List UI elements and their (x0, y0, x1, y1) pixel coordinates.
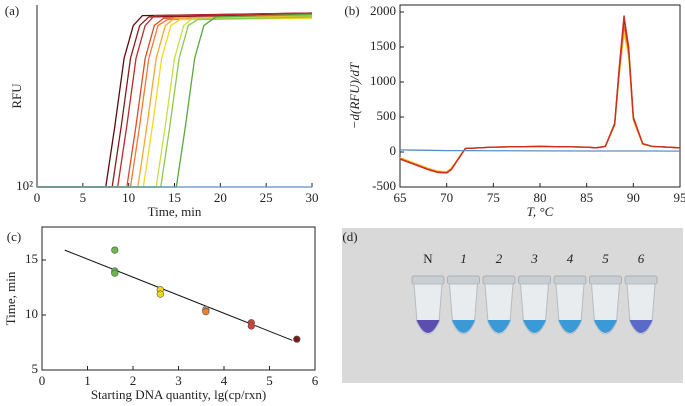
y-tick-label: -500 (372, 178, 396, 193)
x-axis-label: Time, min (148, 204, 202, 219)
curve (37, 13, 313, 188)
curve (37, 16, 313, 188)
curve (37, 12, 313, 188)
tube-liquid (416, 320, 440, 333)
x-tick-label: 1 (84, 373, 91, 388)
tube-cap (624, 275, 658, 285)
x-tick-label: 6 (312, 373, 319, 388)
x-tick-label: 10 (122, 190, 135, 205)
curve (37, 13, 313, 188)
y-tick-label: 10² (16, 178, 33, 193)
x-axis-label: T, °C (527, 204, 554, 219)
tube-liquid (452, 320, 475, 333)
curve (37, 14, 313, 188)
tube-cap (482, 275, 516, 285)
x-tick-label: 85 (580, 190, 593, 205)
y-tick-label: 500 (377, 108, 397, 123)
tube-cap (553, 275, 587, 285)
curve (37, 14, 313, 188)
y-tick-label: 1500 (370, 38, 396, 53)
x-axis-label: Starting DNA quantity, lg(cp/rxn) (91, 387, 266, 402)
y-tick-label: 0 (390, 143, 397, 158)
y-tick-label: 2000 (370, 3, 396, 18)
x-tick-label: 30 (306, 190, 319, 205)
x-tick-label: 65 (394, 190, 407, 205)
panel-label: (c) (7, 229, 21, 244)
x-tick-label: 2 (130, 373, 137, 388)
x-tick-label: 70 (440, 190, 453, 205)
panel-label: (a) (5, 3, 19, 18)
tube-label: 2 (496, 251, 503, 266)
panel-label: (d) (342, 229, 357, 244)
tube-cap (447, 275, 480, 285)
tube-label: 1 (460, 251, 467, 266)
point (293, 335, 301, 343)
plot-frame (399, 4, 681, 188)
y-axis-label: −d(RFU)/dT (347, 62, 362, 129)
x-tick-label: 5 (80, 190, 87, 205)
point (156, 290, 164, 298)
tube-liquid (523, 320, 546, 333)
photo-background (342, 228, 683, 383)
x-tick-label: 4 (221, 373, 228, 388)
tube-cap (589, 275, 622, 285)
curve (399, 149, 681, 152)
tube-liquid (594, 320, 617, 333)
x-tick-label: 80 (534, 190, 547, 205)
tube-liquid (629, 320, 653, 333)
tube-label: 4 (567, 251, 574, 266)
curve (37, 17, 313, 188)
x-tick-label: 0 (34, 190, 41, 205)
tube-label: 6 (638, 251, 645, 266)
x-tick-label: 25 (260, 190, 273, 205)
x-tick-label: 5 (266, 373, 273, 388)
tube-label: 3 (530, 251, 538, 266)
tube-label: 5 (602, 251, 609, 266)
fit-line (64, 249, 293, 341)
y-axis-label: RFU (9, 83, 24, 109)
tube-liquid (558, 320, 582, 333)
plot-frame (41, 226, 316, 371)
x-tick-label: 95 (674, 190, 685, 205)
x-tick-label: 15 (168, 190, 181, 205)
point (202, 308, 210, 316)
curve (37, 12, 313, 188)
tube-liquid (487, 320, 511, 333)
point (111, 269, 119, 277)
y-tick-label: 1000 (370, 73, 396, 88)
panel-label: (b) (344, 3, 359, 18)
y-tick-label: 5 (32, 361, 39, 376)
curve (37, 16, 313, 188)
tube-label: N (423, 251, 433, 266)
curve (37, 16, 313, 188)
tube-cap (518, 275, 551, 285)
x-tick-label: 75 (487, 190, 500, 205)
x-tick-label: 20 (214, 190, 227, 205)
y-tick-label: 10 (25, 306, 38, 321)
x-tick-label: 0 (39, 373, 46, 388)
point (247, 322, 255, 330)
point (111, 246, 119, 254)
y-tick-label: 15 (25, 251, 38, 266)
y-axis-label: Time, min (3, 271, 18, 325)
x-tick-label: 90 (627, 190, 640, 205)
x-tick-label: 3 (175, 373, 182, 388)
tube-cap (411, 275, 445, 285)
curve (399, 15, 681, 174)
